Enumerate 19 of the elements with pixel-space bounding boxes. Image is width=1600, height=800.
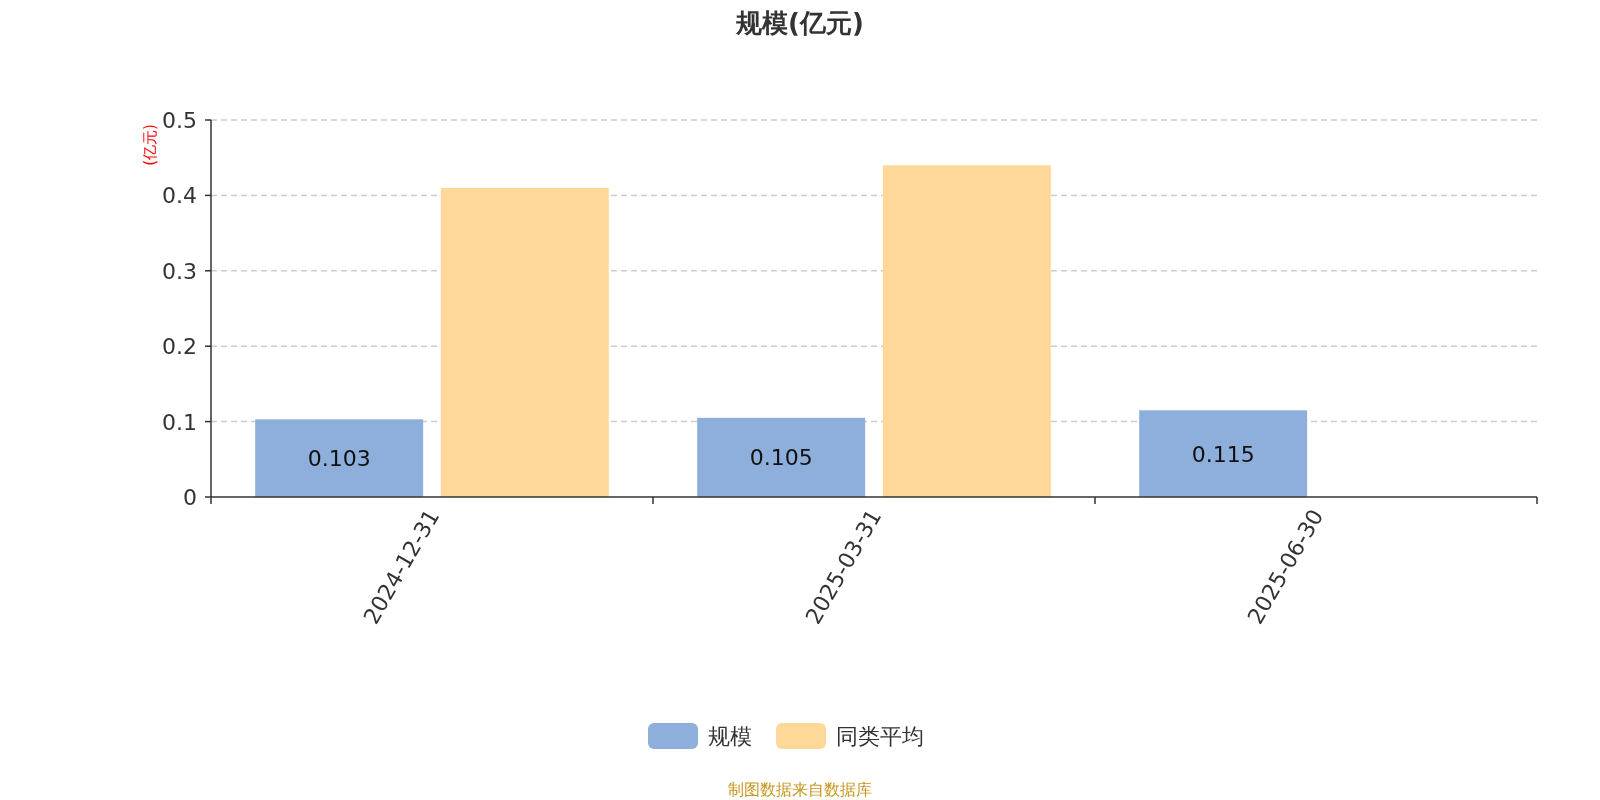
y-tick-label: 0.2: [162, 334, 197, 360]
y-tick-label: 0.1: [162, 409, 197, 435]
data-label: 0.105: [749, 445, 813, 471]
legend-label: 规模: [708, 724, 752, 749]
bar: [697, 417, 866, 497]
y-tick-label: 0.5: [162, 108, 197, 133]
bar: [255, 419, 424, 497]
y-tick-label: 0.3: [162, 258, 197, 284]
chart-title: 规模(亿元): [735, 8, 864, 38]
y-axis-title: (亿元): [141, 124, 159, 166]
text: 制图数据来自数据库: [728, 780, 872, 799]
bar: [882, 165, 1051, 497]
bar: [440, 187, 609, 497]
data-label: 0.115: [1191, 441, 1255, 467]
y-tick-label: 0.4: [162, 183, 197, 209]
data-label: 0.103: [307, 446, 371, 472]
bar: [1139, 410, 1308, 497]
y-tick-label: 0: [183, 485, 197, 510]
legend-label: 同类平均: [836, 724, 924, 749]
